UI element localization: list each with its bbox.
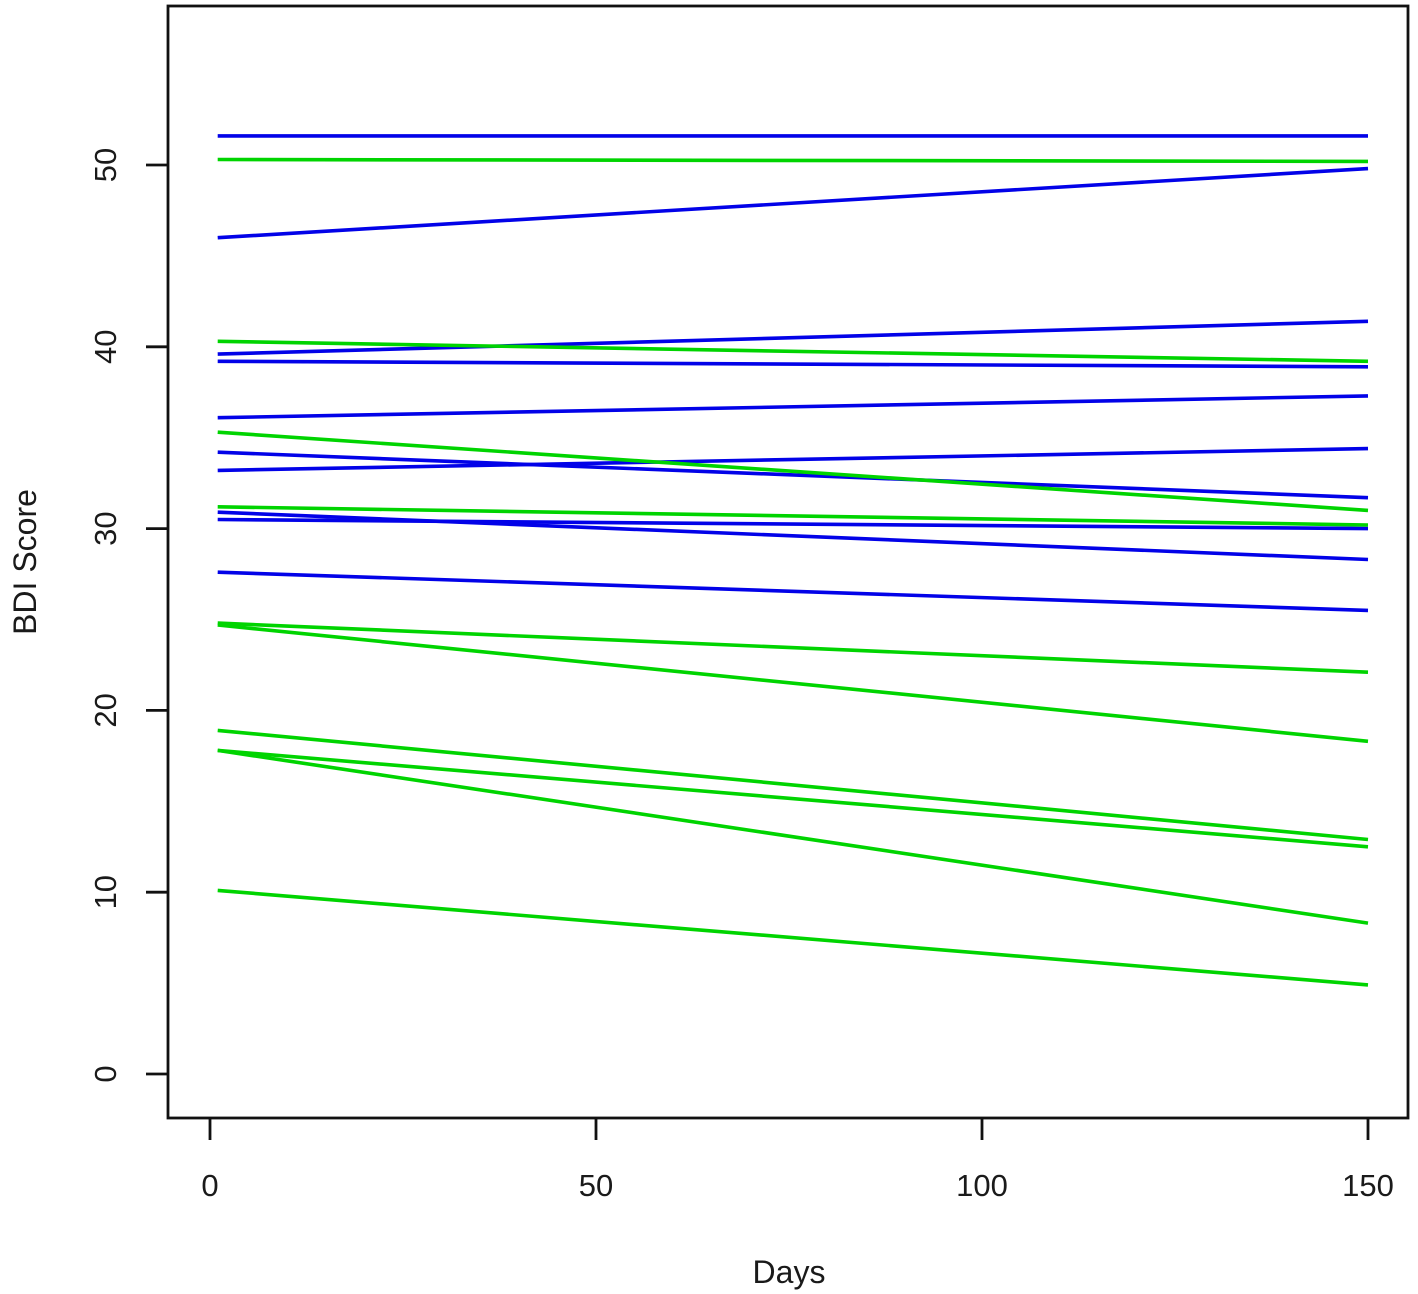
x-tick-label: 50: [579, 1168, 613, 1203]
blue-group-trajectory-line: [217, 319, 1369, 356]
blue-group-trajectory-line: [217, 394, 1369, 420]
blue-group-trajectory-line: [217, 446, 1369, 473]
green-group-trajectory-line: [217, 748, 1369, 925]
green-group-trajectory-line: [217, 621, 1369, 674]
y-tick-label: 0: [88, 1065, 123, 1082]
y-tick-label: 40: [88, 330, 123, 364]
y-tick-label: 50: [88, 148, 123, 182]
green-group-trajectory-line: [217, 430, 1369, 513]
x-axis: 0 50 100 150: [201, 1118, 1394, 1203]
y-tick-label: 30: [88, 511, 123, 545]
blue-group-trajectory-line: [217, 359, 1369, 369]
green-group-trajectory-line: [217, 157, 1369, 164]
green-group-trajectory-line: [217, 623, 1369, 744]
y-axis-title: BDI Score: [7, 489, 43, 635]
y-tick-label: 20: [88, 693, 123, 727]
blue-group-trajectory-line: [217, 166, 1369, 240]
trajectory-lines: [217, 134, 1369, 987]
y-axis: 0 10 20 30 40 50: [88, 148, 168, 1083]
plot-box: [166, 4, 1410, 1120]
x-axis-title: Days: [753, 1254, 826, 1290]
y-tick-label: 10: [88, 875, 123, 909]
blue-group-trajectory-line: [217, 570, 1369, 613]
blue-group-trajectory-line: [217, 517, 1369, 531]
green-group-trajectory-line: [217, 505, 1369, 527]
blue-group-trajectory-line: [217, 450, 1369, 500]
x-tick-label: 100: [956, 1168, 1008, 1203]
x-tick-label: 0: [201, 1168, 218, 1203]
green-group-trajectory-line: [217, 748, 1369, 849]
green-group-trajectory-line: [217, 728, 1369, 842]
x-tick-label: 150: [1342, 1168, 1394, 1203]
green-group-trajectory-line: [217, 888, 1369, 987]
green-group-trajectory-line: [217, 339, 1369, 364]
